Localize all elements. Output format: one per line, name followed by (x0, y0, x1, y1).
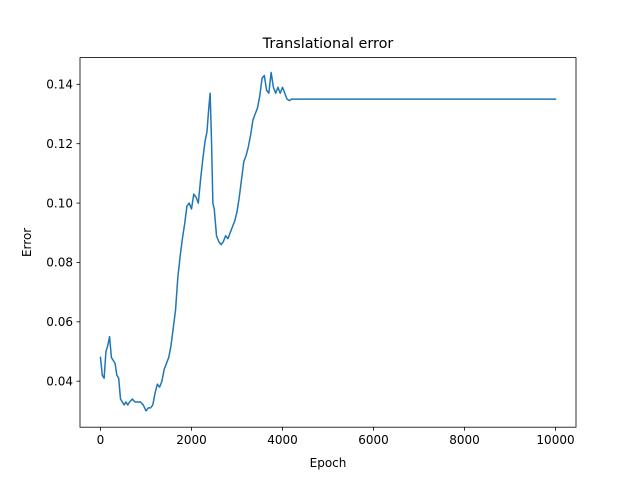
x-tick-label: 4000 (267, 433, 298, 447)
y-tick-label: 0.14 (46, 78, 73, 92)
x-tick-label: 6000 (358, 433, 389, 447)
x-tick-label: 10000 (536, 433, 574, 447)
series-line (99, 71, 557, 412)
y-tick-label: 0.10 (46, 196, 73, 210)
x-tick-label: 8000 (449, 433, 480, 447)
y-tick-label: 0.04 (46, 374, 73, 388)
y-axis-title: Error (20, 228, 34, 257)
y-tick-label: 0.08 (46, 256, 73, 270)
x-tick-label: 2000 (176, 433, 207, 447)
y-tick-label: 0.06 (46, 315, 73, 329)
plot-area-frame (79, 57, 577, 428)
x-tick-label: 0 (97, 433, 105, 447)
y-axis: 0.04 0.06 0.08 0.10 0.12 0.14 (46, 78, 80, 388)
x-axis: 0 2000 4000 6000 8000 10000 (97, 427, 575, 447)
series-layer (99, 71, 557, 412)
y-tick-label: 0.12 (46, 137, 73, 151)
chart-title: Translational error (262, 36, 394, 52)
x-axis-title: Epoch (310, 456, 347, 470)
